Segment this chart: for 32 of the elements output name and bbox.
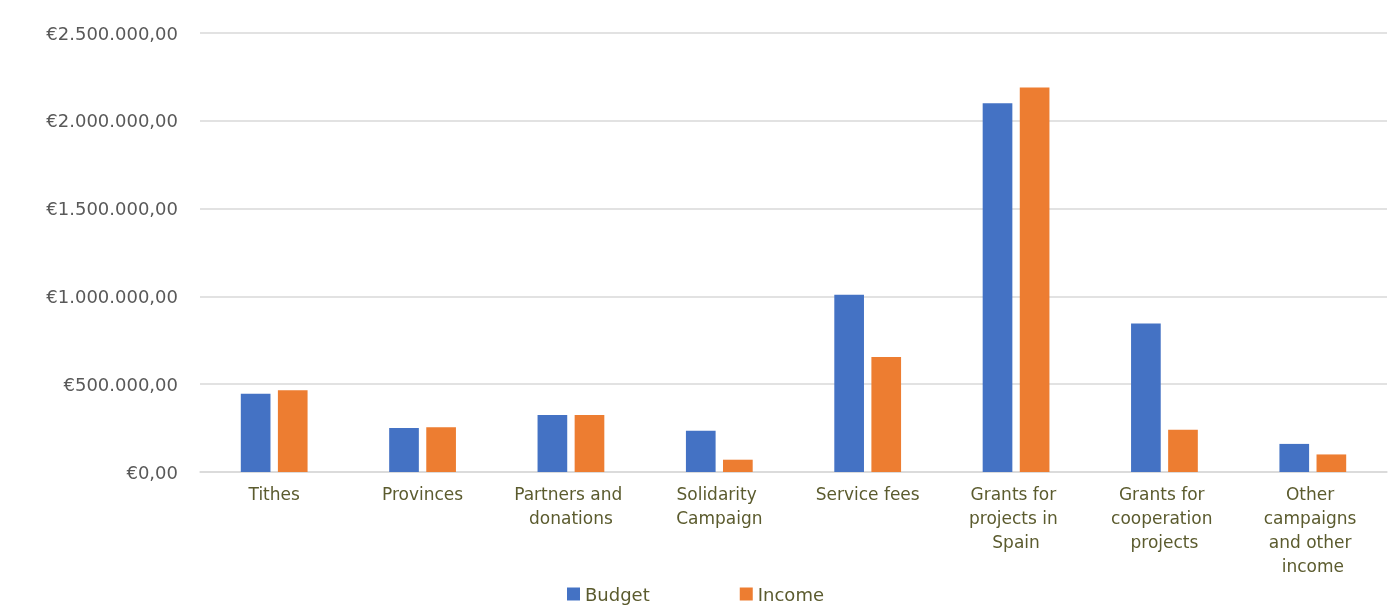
y-tick-label: €2.000.000,00 <box>46 110 178 132</box>
y-tick-label: €1.000.000,00 <box>46 285 178 307</box>
y-tick-label: €2.500.000,00 <box>46 22 178 44</box>
bar <box>1279 443 1310 472</box>
bar <box>685 430 716 472</box>
x-tick-label: Provinces <box>381 484 464 504</box>
bar <box>1168 429 1198 472</box>
bar <box>389 428 419 472</box>
bar <box>1131 323 1161 472</box>
legend-label: Income <box>757 583 824 605</box>
legend-label: Budget <box>585 583 650 605</box>
y-tick-label: €0,00 <box>126 461 178 483</box>
x-tick-label: Grants for projects in Spain <box>968 484 1064 552</box>
bar <box>871 356 902 472</box>
bar <box>574 414 605 472</box>
bar <box>1316 454 1347 472</box>
y-tick-label: €500.000,00 <box>63 373 178 395</box>
x-tick-label: Grants for cooperation projects <box>1111 484 1218 552</box>
bar <box>834 294 864 472</box>
y-tick-label: €1.500.000,00 <box>46 198 178 220</box>
bar <box>1019 87 1050 472</box>
x-tick-label: Tithes <box>247 484 300 504</box>
x-tick-label: Partners and donations <box>514 484 628 528</box>
x-tick-label: Other campaigns and other income <box>1263 484 1362 576</box>
bar <box>723 459 753 472</box>
bar <box>240 393 271 472</box>
x-tick-label: Solidarity Campaign <box>676 484 763 528</box>
bar <box>537 414 568 472</box>
bar <box>277 390 308 472</box>
bar <box>982 103 1013 472</box>
x-tick-label: Service fees <box>815 484 920 504</box>
bar <box>426 427 456 472</box>
